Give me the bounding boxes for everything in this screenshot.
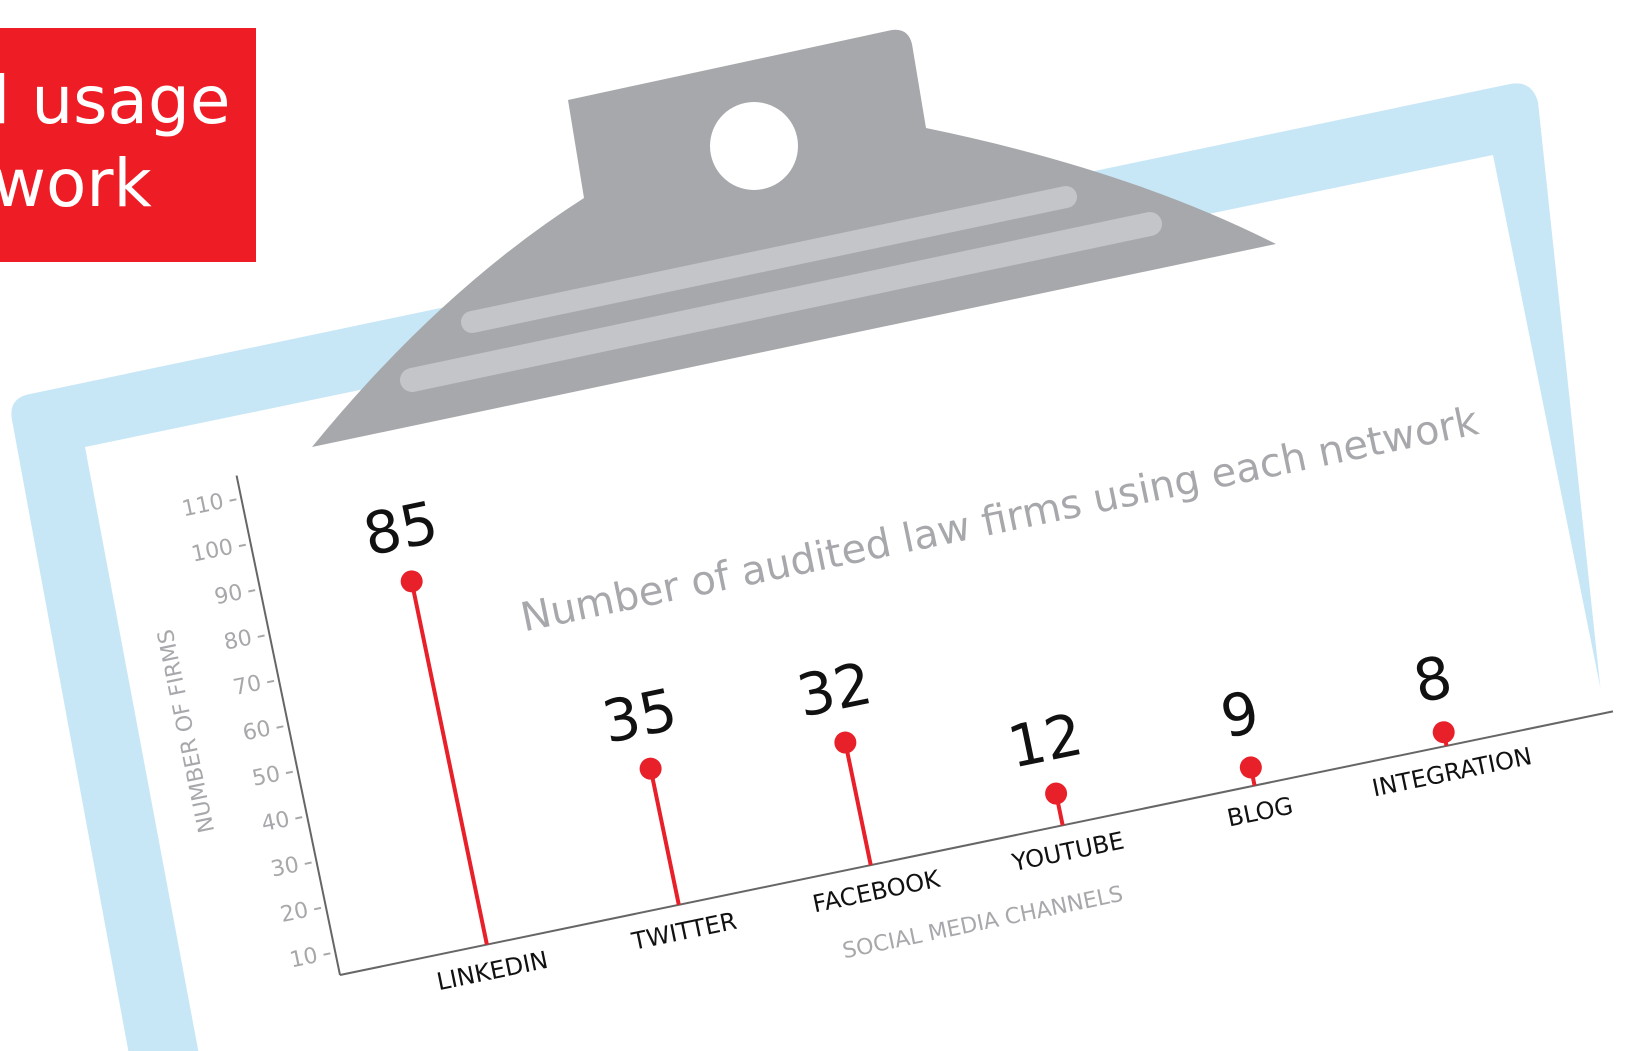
y-tick [238,543,246,548]
y-tick [248,589,256,593]
y-tick-label: 60 [241,716,273,746]
dot [639,757,662,780]
y-tick-label: 10 [288,943,320,973]
value-label: 85 [358,488,444,570]
clip-hole [710,102,798,190]
y-tick-label: 40 [259,807,291,837]
dot [834,731,857,754]
dot [400,570,423,593]
clip-ridge [400,212,1162,392]
y-tick [229,498,237,502]
stem [843,742,873,866]
y-tick-label: 50 [250,762,282,792]
clip-ridge [461,186,1077,333]
stem [648,768,681,906]
y-tick-label: 80 [222,625,254,655]
value-label: 35 [597,675,683,757]
stem [409,580,489,945]
y-tick [266,679,275,684]
y-tick [313,906,322,911]
y-tick-label: 70 [231,671,263,701]
value-label: 32 [791,649,877,731]
dot [1432,721,1455,744]
x-axis [339,710,1614,976]
y-tick [304,861,312,865]
y-tick [276,725,284,729]
y-tick [295,816,303,820]
dot [1045,782,1068,805]
banner [0,28,256,262]
y-tick [257,634,265,638]
y-tick-label: 30 [269,852,301,882]
banner-line: work [0,145,152,222]
value-label: 12 [1002,700,1088,782]
banner-line: l usage [0,62,230,139]
y-tick [285,770,293,775]
dot [1239,756,1262,779]
y-tick-label: 20 [278,898,310,928]
y-axis [235,475,341,976]
y-tick-label: 90 [212,580,244,610]
y-tick [323,952,331,956]
